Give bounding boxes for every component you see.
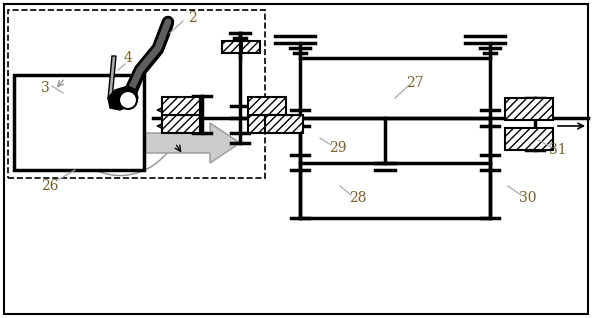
Text: 3: 3 [41, 81, 49, 95]
Polygon shape [108, 86, 138, 110]
Bar [222, 41, 240, 53]
Text: 26: 26 [41, 179, 59, 193]
Text: 28: 28 [349, 191, 367, 205]
Bar [242, 41, 260, 53]
Bar [265, 115, 303, 133]
Bar [248, 115, 286, 133]
Text: 4: 4 [124, 51, 133, 65]
Bar [162, 115, 200, 133]
Polygon shape [140, 123, 240, 163]
Text: 2: 2 [188, 11, 197, 25]
Bar [14, 75, 144, 170]
Polygon shape [108, 56, 116, 99]
Bar [505, 98, 553, 120]
Bar [505, 128, 553, 150]
Text: 27: 27 [406, 76, 424, 90]
Text: 29: 29 [329, 141, 347, 155]
Bar [8, 10, 265, 178]
Bar [248, 97, 286, 115]
Circle shape [119, 91, 137, 109]
Bar [300, 118, 490, 218]
Text: 30: 30 [519, 191, 537, 205]
Text: 31: 31 [549, 143, 567, 157]
Bar [162, 97, 200, 115]
